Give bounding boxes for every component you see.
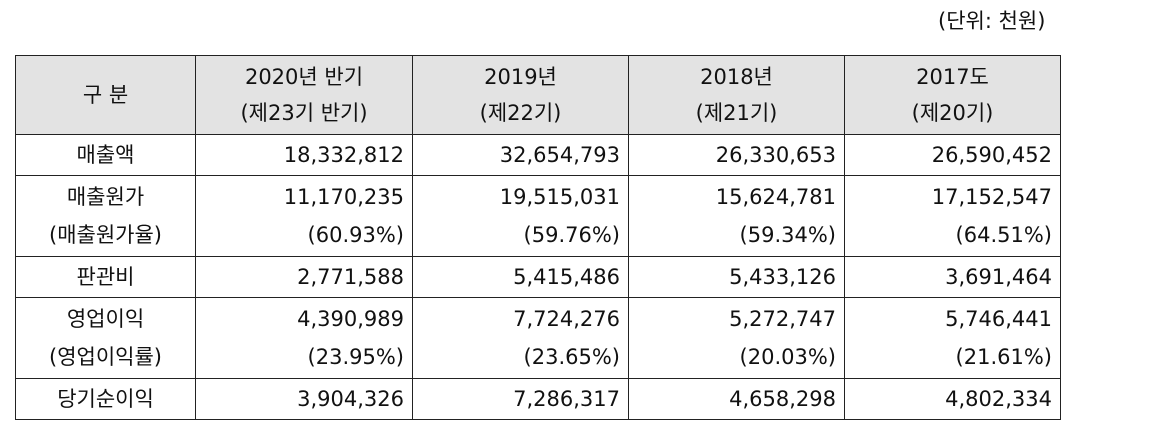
table-cell: 4,390,989 (23.95%): [195, 297, 413, 379]
header-column: 2018년 (제21기): [628, 55, 845, 135]
table-row: 매출원가 (매출원가율) 11,170,235 (60.93%) 19,515,03…: [15, 175, 1061, 257]
table-cell: 15,624,781 (59.34%): [628, 175, 845, 257]
table-cell: 18,332,812: [195, 134, 413, 176]
table-cell: 17,152,547 (64.51%): [844, 175, 1061, 257]
row-label: 영업이익 (영업이익률): [15, 297, 196, 379]
table-cell: 5,433,126: [628, 256, 845, 298]
table-cell: 7,724,276 (23.65%): [412, 297, 629, 379]
row-label: 당기순이익: [15, 378, 196, 420]
table-row: 당기순이익 3,904,326 7,286,317 4,658,298 4,80…: [15, 378, 1061, 420]
table-cell: 4,802,334: [844, 378, 1061, 420]
table-cell: 5,746,441 (21.61%): [844, 297, 1061, 379]
table-cell: 2,771,588: [195, 256, 413, 298]
unit-note: (단위: 천원): [938, 9, 1046, 33]
header-column: 2017도 (제20기): [844, 55, 1061, 135]
row-label: 판관비: [15, 256, 196, 298]
header-column: 2020년 반기 (제23기 반기): [195, 55, 413, 135]
row-label: 매출액: [15, 134, 196, 176]
table-cell: 3,691,464: [844, 256, 1061, 298]
table-cell: 7,286,317: [412, 378, 629, 420]
table-cell: 11,170,235 (60.93%): [195, 175, 413, 257]
table-cell: 5,415,486: [412, 256, 629, 298]
table-cell: 5,272,747 (20.03%): [628, 297, 845, 379]
table-row: 매출액 18,332,812 32,654,793 26,330,653 26,…: [15, 134, 1061, 176]
header-column: 2019년 (제22기): [412, 55, 629, 135]
table-row: 영업이익 (영업이익률) 4,390,989 (23.95%) 7,724,276(…: [15, 297, 1061, 379]
table-cell: 26,590,452: [844, 134, 1061, 176]
table-cell: 26,330,653: [628, 134, 845, 176]
table-cell: 32,654,793: [412, 134, 629, 176]
table-cell: 4,658,298: [628, 378, 845, 420]
header-category: 구 분: [15, 55, 196, 135]
table-cell: 3,904,326: [195, 378, 413, 420]
table-header-row: 구 분 2020년 반기 (제23기 반기) 2019년 (제22기) 2018년(…: [15, 55, 1061, 135]
row-label: 매출원가 (매출원가율): [15, 175, 196, 257]
financial-summary-table: 구 분 2020년 반기 (제23기 반기) 2019년 (제22기) 2018년(…: [15, 55, 1061, 420]
table-row: 판관비 2,771,588 5,415,486 5,433,126 3,691,…: [15, 256, 1061, 298]
table-cell: 19,515,031 (59.76%): [412, 175, 629, 257]
